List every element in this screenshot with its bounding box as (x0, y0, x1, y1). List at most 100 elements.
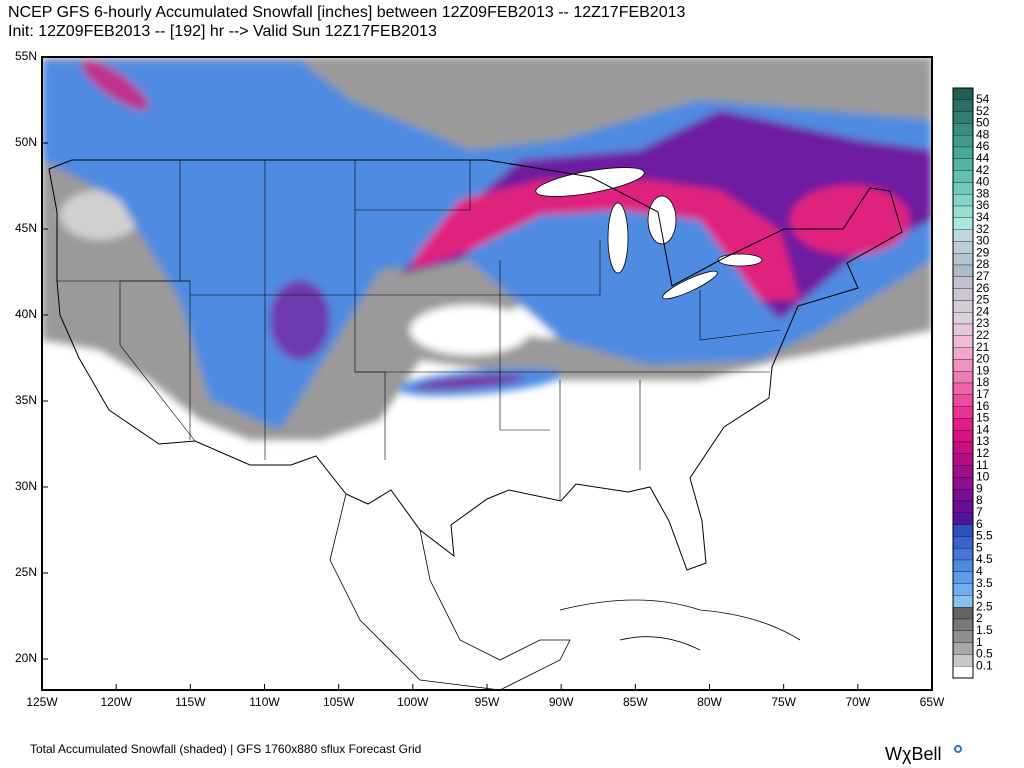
lat-label: 25N (15, 565, 37, 579)
colorbar-swatch (952, 630, 974, 643)
shade-magenta (81, 60, 149, 110)
colorbar-label: 13 (976, 434, 990, 448)
colorbar-swatch (952, 264, 974, 277)
colorbar-label: 17 (976, 387, 990, 401)
colorbar-swatch (952, 441, 974, 454)
colorbar-swatch (952, 500, 974, 513)
shade-light (60, 190, 140, 240)
colorbar-label: 19 (976, 363, 990, 377)
colorbar-label: 5.5 (976, 529, 993, 543)
colorbar-swatch (952, 253, 974, 266)
colorbar-swatch (952, 536, 974, 549)
colorbar-label: 5 (976, 540, 983, 554)
colorbar-swatch (952, 170, 974, 183)
colorbar-swatch (952, 229, 974, 242)
colorbar-swatch (952, 347, 974, 360)
lon-label: 120W (100, 695, 132, 709)
us-outline (48, 159, 903, 571)
lon-label: 80W (697, 695, 722, 709)
caribbean-coast (559, 599, 801, 651)
lon-label: 105W (323, 695, 355, 709)
border (119, 280, 196, 442)
colorbar-swatch (952, 571, 974, 584)
colorbar-label: 14 (976, 422, 990, 436)
colorbar-label: 25 (976, 293, 990, 307)
colorbar-label: 28 (976, 257, 990, 271)
colorbar-label: 29 (976, 245, 990, 259)
lon-label: 100W (397, 695, 429, 709)
colorbar-swatch (952, 489, 974, 502)
great-lakes (535, 167, 763, 300)
colorbar-swatch (952, 323, 974, 336)
colorbar-swatch (952, 87, 974, 100)
colorbar-swatch (952, 607, 974, 620)
colorbar-label: 50 (976, 116, 990, 130)
colorbar-swatch (952, 618, 974, 631)
colorbar-swatch (952, 382, 974, 395)
shade-purple (270, 280, 330, 360)
footer-caption: Total Accumulated Snowfall (shaded) | GF… (30, 742, 421, 756)
state-borders (57, 160, 781, 500)
colorbar-label: 15 (976, 411, 990, 425)
colorbar-swatch (952, 654, 974, 667)
snow-shading (42, 57, 932, 440)
colorbar-swatch (952, 666, 974, 679)
colorbar-label: 16 (976, 399, 990, 413)
colorbar-swatch (952, 524, 974, 537)
colorbar-swatch (952, 241, 974, 254)
colorbar-label: 2 (976, 611, 983, 625)
colorbar-swatch (952, 135, 974, 148)
colorbar-swatch (952, 288, 974, 301)
lat-label: 40N (15, 307, 37, 321)
lake (607, 202, 629, 274)
colorbar-label: 3.5 (976, 576, 993, 590)
shade-purple (415, 375, 525, 389)
colorbar-label: 7 (976, 505, 983, 519)
colorbar-label: 9 (976, 481, 983, 495)
colorbar-label: 36 (976, 198, 990, 212)
colorbar-swatch (952, 642, 974, 655)
logo: WχBell (885, 744, 941, 764)
lake (647, 195, 677, 245)
colorbar-label: 4.5 (976, 552, 993, 566)
border (355, 160, 471, 211)
lon-label: 75W (771, 695, 796, 709)
shade-magenta (790, 185, 910, 255)
lat-label: 35N (15, 393, 37, 407)
colorbar-label: 3 (976, 588, 983, 602)
colorbar-label: 32 (976, 222, 990, 236)
colorbar-label: 1 (976, 635, 983, 649)
border (190, 240, 601, 296)
colorbar-swatch (952, 182, 974, 195)
lake (717, 253, 763, 267)
colorbar-label: 34 (976, 210, 990, 224)
colorbar-swatch (952, 146, 974, 159)
colorbar-label: 48 (976, 127, 990, 141)
colorbar-swatch (952, 123, 974, 136)
lat-label: 30N (15, 479, 37, 493)
colorbar-swatch (952, 406, 974, 419)
lat-label: 50N (15, 135, 37, 149)
colorbar-swatch (952, 276, 974, 289)
colorbar-swatch (952, 477, 974, 490)
colorbar-swatch (952, 158, 974, 171)
lon-label: 125W (26, 695, 58, 709)
colorbar-swatch (952, 512, 974, 525)
lat-label: 55N (15, 49, 37, 63)
colorbar-swatch (952, 430, 974, 443)
colorbar-label: 22 (976, 328, 990, 342)
border (499, 260, 550, 431)
lat-label: 45N (15, 221, 37, 235)
colorbar-label: 8 (976, 493, 983, 507)
colorbar-swatch (952, 359, 974, 372)
colorbar-swatch (952, 335, 974, 348)
mexico-coast (329, 493, 571, 690)
title-line: NCEP GFS 6-hourly Accumulated Snowfall [… (8, 4, 686, 21)
colorbar-swatch (952, 465, 974, 478)
colorbar-label: 1.5 (976, 623, 993, 637)
colorbar-label: 10 (976, 470, 990, 484)
border (699, 290, 781, 341)
lon-label: 70W (845, 695, 870, 709)
